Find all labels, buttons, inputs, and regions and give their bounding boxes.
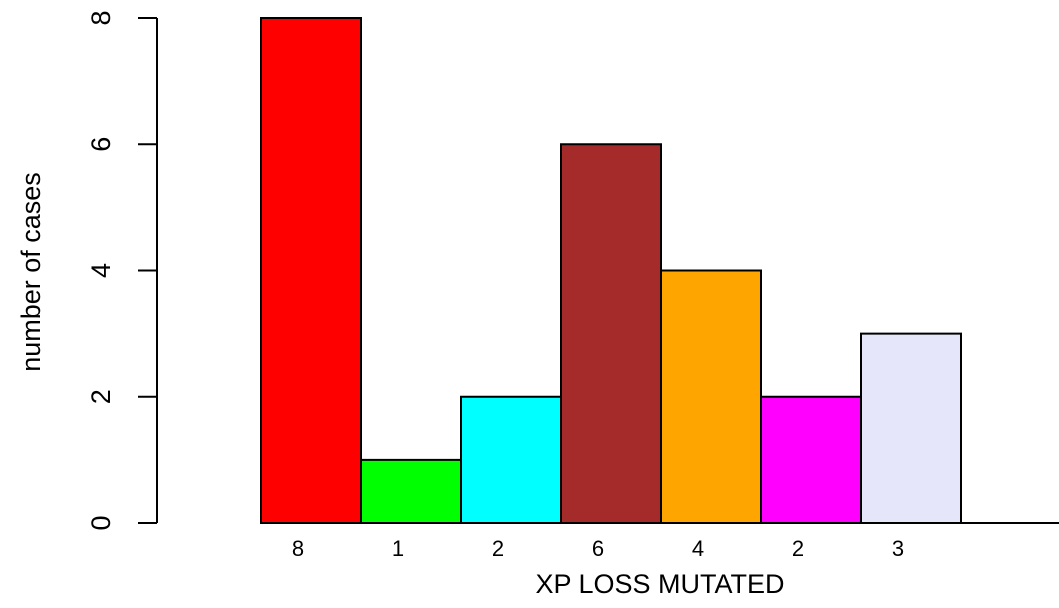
bar-category-label: 4 — [692, 536, 704, 561]
y-axis: 0 2 4 6 8 — [86, 10, 158, 531]
bar — [460, 395, 562, 524]
y-tick-label: 2 — [86, 389, 116, 404]
bar — [560, 143, 662, 524]
bar — [660, 269, 762, 524]
y-tick-label: 0 — [86, 515, 116, 530]
y-axis-title: number of cases — [16, 172, 46, 372]
bar-category-label: 8 — [292, 536, 304, 561]
bars-group — [260, 17, 962, 524]
bar-category-label: 2 — [792, 536, 804, 561]
y-tick-label: 6 — [86, 137, 116, 152]
bar-category-label: 6 — [592, 536, 604, 561]
y-tick-label: 4 — [86, 263, 116, 278]
bar — [360, 458, 462, 524]
bar-category-label: 2 — [492, 536, 504, 561]
bar — [760, 395, 862, 524]
x-axis-title: XP LOSS MUTATED — [535, 569, 784, 599]
bar-labels-group: 8 1 2 6 4 2 3 — [292, 536, 904, 561]
bar-category-label: 1 — [392, 536, 404, 561]
bar — [260, 17, 362, 524]
bar — [860, 332, 962, 524]
y-tick-label: 8 — [86, 10, 116, 25]
bar-category-label: 3 — [892, 536, 904, 561]
